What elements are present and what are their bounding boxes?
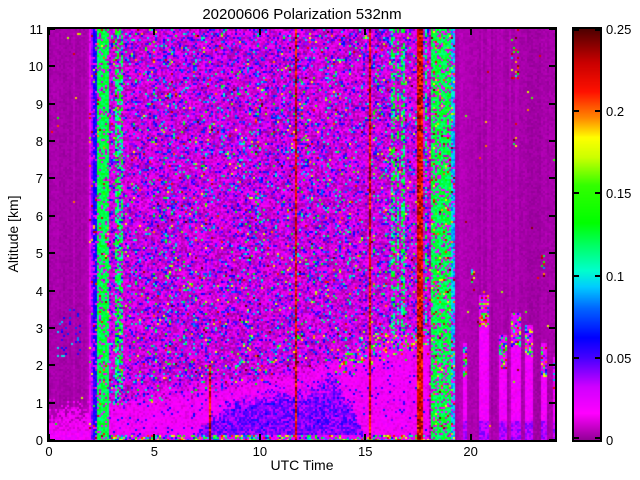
colorbar-tick-mark [595, 437, 600, 439]
x-tick-mark [469, 29, 472, 35]
x-tick-label: 10 [252, 444, 268, 459]
x-tick-mark [153, 29, 156, 35]
y-tick-label: 11 [29, 22, 44, 37]
colorbar-tick-mark [595, 274, 600, 277]
y-tick-mark [549, 364, 555, 367]
y-tick-label: 6 [35, 208, 43, 224]
y-tick-mark [49, 177, 55, 180]
y-tick-mark [549, 401, 555, 404]
y-tick-mark [549, 177, 555, 180]
y-tick-mark [549, 289, 555, 292]
y-tick-label: 0 [35, 433, 43, 448]
x-tick-mark [364, 29, 367, 35]
x-tick-mark [48, 434, 50, 440]
colorbar-tick-mark [595, 110, 600, 113]
x-tick-mark [153, 434, 156, 440]
y-tick-label: 2 [35, 358, 43, 374]
y-tick-mark [49, 289, 55, 292]
y-tick-mark [549, 28, 555, 30]
y-tick-mark [549, 140, 555, 143]
colorbar-tick-mark [595, 192, 600, 195]
y-tick-mark [49, 102, 55, 105]
y-tick-label: 10 [28, 59, 43, 75]
colorbar-tick-label: 0 [606, 433, 614, 448]
x-axis-label: UTC Time [270, 457, 334, 473]
y-tick-label: 9 [35, 96, 43, 112]
heatmap-canvas [49, 29, 555, 440]
y-tick-mark [49, 214, 55, 217]
y-tick-label: 7 [35, 171, 43, 187]
y-tick-mark [49, 65, 55, 68]
x-tick-mark [469, 434, 472, 440]
colorbar-tick-label: 0.05 [606, 350, 632, 366]
colorbar-canvas [574, 29, 600, 440]
x-tick-label: 20 [463, 444, 478, 459]
y-tick-label: 5 [35, 246, 43, 262]
colorbar-tick-mark [595, 29, 600, 31]
x-tick-mark [48, 29, 50, 35]
colorbar-tick-mark [574, 29, 579, 31]
y-tick-mark [549, 65, 555, 68]
y-tick-mark [49, 252, 55, 255]
y-tick-label: 4 [35, 283, 43, 299]
y-tick-mark [49, 401, 55, 404]
y-tick-mark [49, 326, 55, 329]
y-tick-mark [49, 140, 55, 143]
y-tick-mark [49, 439, 55, 441]
x-tick-label: 5 [150, 444, 159, 459]
y-tick-mark [549, 252, 555, 255]
plot-area [47, 27, 557, 442]
y-tick-mark [549, 102, 555, 105]
x-tick-label: 15 [358, 444, 373, 459]
x-tick-label: 0 [45, 444, 53, 459]
colorbar-tick-label: 0.15 [606, 186, 632, 202]
y-tick-label: 3 [35, 320, 43, 336]
x-tick-mark [258, 434, 261, 440]
colorbar-tick-mark [574, 192, 579, 195]
x-tick-mark [258, 29, 261, 35]
colorbar [572, 27, 602, 442]
colorbar-tick-label: 0.25 [606, 22, 632, 37]
x-tick-mark [364, 434, 367, 440]
colorbar-tick-mark [595, 356, 600, 359]
colorbar-tick-mark [574, 274, 579, 277]
y-tick-mark [49, 28, 55, 30]
y-tick-label: 8 [35, 134, 43, 150]
colorbar-tick-mark [574, 356, 579, 359]
y-tick-mark [49, 364, 55, 367]
colorbar-tick-mark [574, 437, 579, 439]
y-tick-label: 1 [35, 395, 43, 411]
chart-title: 20200606 Polarization 532nm [202, 6, 402, 23]
colorbar-tick-label: 0.1 [606, 268, 625, 284]
y-tick-mark [549, 439, 555, 441]
y-tick-mark [549, 214, 555, 217]
colorbar-tick-label: 0.2 [606, 104, 625, 120]
colorbar-tick-mark [574, 110, 579, 113]
y-tick-mark [549, 326, 555, 329]
